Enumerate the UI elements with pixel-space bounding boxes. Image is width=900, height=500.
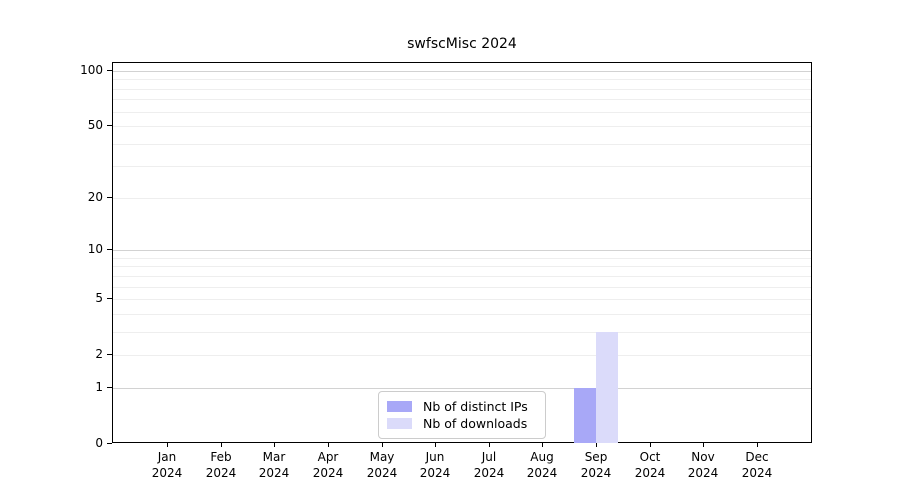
gridline-major xyxy=(113,250,811,251)
gridline-minor xyxy=(113,314,811,315)
x-axis-tick-label: May 2024 xyxy=(350,449,414,481)
x-axis-tick-label: Jul 2024 xyxy=(457,449,521,481)
gridline-minor xyxy=(113,332,811,333)
x-axis-tick xyxy=(596,443,597,447)
gridline-minor xyxy=(113,287,811,288)
y-axis-tick xyxy=(107,443,112,444)
x-axis-tick-label: Feb 2024 xyxy=(189,449,253,481)
legend-swatch-distinct-ips xyxy=(387,401,412,412)
x-axis-tick-label: Mar 2024 xyxy=(242,449,306,481)
gridline-major xyxy=(113,388,811,389)
legend-label-distinct-ips: Nb of distinct IPs xyxy=(423,399,528,414)
x-axis-tick-label: Apr 2024 xyxy=(296,449,360,481)
x-label-month: Mar xyxy=(262,450,286,464)
y-axis-tick-label: 50 xyxy=(87,118,103,132)
gridline-minor xyxy=(113,266,811,267)
y-axis-tick-label: 2 xyxy=(95,347,103,361)
x-label-year: 2024 xyxy=(634,466,666,480)
x-axis-tick xyxy=(650,443,651,447)
gridline-major xyxy=(113,71,811,72)
x-axis-tick xyxy=(757,443,758,447)
x-label-year: 2024 xyxy=(687,466,719,480)
x-label-month: Jan xyxy=(157,450,177,464)
x-axis-tick xyxy=(489,443,490,447)
y-axis-tick-label: 5 xyxy=(95,291,103,305)
x-label-month: Jun xyxy=(425,450,445,464)
gridline-minor xyxy=(113,299,811,300)
x-axis-tick-label: Sep 2024 xyxy=(564,449,628,481)
x-axis-tick xyxy=(274,443,275,447)
y-axis-tick xyxy=(107,70,112,71)
y-axis-tick-label: 1 xyxy=(95,380,103,394)
y-axis-tick xyxy=(107,354,112,355)
x-label-month: Aug xyxy=(530,450,554,464)
gridline-minor xyxy=(113,144,811,145)
x-label-year: 2024 xyxy=(258,466,290,480)
x-axis-tick-label: Dec 2024 xyxy=(725,449,789,481)
x-label-month: Oct xyxy=(639,450,661,464)
gridline-minor xyxy=(113,126,811,127)
y-axis-tick-label: 100 xyxy=(80,63,103,77)
x-axis-tick xyxy=(167,443,168,447)
legend-swatch-downloads xyxy=(387,418,412,429)
x-label-year: 2024 xyxy=(526,466,558,480)
x-axis-tick-label: Jan 2024 xyxy=(135,449,199,481)
chart-legend: Nb of distinct IPs Nb of downloads xyxy=(378,391,546,439)
x-axis-tick xyxy=(542,443,543,447)
x-label-year: 2024 xyxy=(580,466,612,480)
bar-nb-of-downloads xyxy=(596,332,618,443)
gridline-minor xyxy=(113,99,811,100)
y-axis-tick xyxy=(107,298,112,299)
x-label-year: 2024 xyxy=(151,466,183,480)
y-axis-tick-label: 10 xyxy=(87,242,103,256)
x-axis-tick xyxy=(221,443,222,447)
y-axis-tick xyxy=(107,387,112,388)
gridline-minor xyxy=(113,355,811,356)
legend-item-distinct-ips: Nb of distinct IPs xyxy=(387,398,537,415)
x-axis-tick xyxy=(435,443,436,447)
x-label-month: Feb xyxy=(210,450,232,464)
x-label-year: 2024 xyxy=(205,466,237,480)
x-label-year: 2024 xyxy=(741,466,773,480)
y-axis-tick-label: 20 xyxy=(87,190,103,204)
y-axis-tick xyxy=(107,125,112,126)
y-axis-tick xyxy=(107,197,112,198)
x-label-year: 2024 xyxy=(473,466,505,480)
x-axis-tick xyxy=(703,443,704,447)
x-axis-tick xyxy=(382,443,383,447)
x-label-year: 2024 xyxy=(419,466,451,480)
x-label-year: 2024 xyxy=(312,466,344,480)
bar-nb-of-distinct-ips xyxy=(574,388,596,443)
gridline-minor xyxy=(113,112,811,113)
x-label-month: May xyxy=(369,450,395,464)
y-axis-tick xyxy=(107,249,112,250)
gridline-minor xyxy=(113,79,811,80)
x-axis-tick-label: Aug 2024 xyxy=(510,449,574,481)
chart-title: swfscMisc 2024 xyxy=(407,36,517,52)
legend-label-downloads: Nb of downloads xyxy=(423,416,528,431)
x-label-month: Apr xyxy=(317,450,339,464)
gridline-minor xyxy=(113,166,811,167)
plot-area: Nb of distinct IPs Nb of downloads xyxy=(112,62,812,443)
gridline-minor xyxy=(113,258,811,259)
x-axis-tick-label: Oct 2024 xyxy=(618,449,682,481)
x-label-month: Nov xyxy=(691,450,715,464)
legend-item-downloads: Nb of downloads xyxy=(387,415,537,432)
x-label-month: Dec xyxy=(745,450,769,464)
x-label-month: Sep xyxy=(584,450,608,464)
x-axis-tick xyxy=(328,443,329,447)
gridline-minor xyxy=(113,89,811,90)
gridline-minor xyxy=(113,198,811,199)
x-label-month: Jul xyxy=(481,450,497,464)
y-axis-tick-label: 0 xyxy=(95,436,103,450)
x-label-year: 2024 xyxy=(366,466,398,480)
gridline-minor xyxy=(113,276,811,277)
x-axis-tick-label: Nov 2024 xyxy=(671,449,735,481)
x-axis-tick-label: Jun 2024 xyxy=(403,449,467,481)
